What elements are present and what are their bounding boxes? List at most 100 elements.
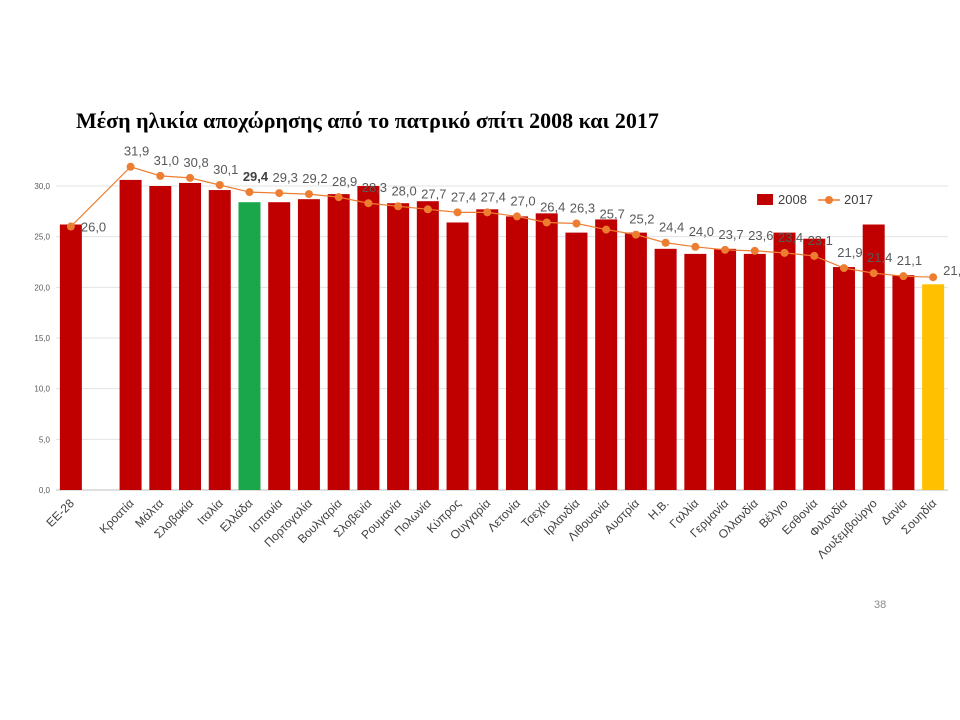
bar [654,248,677,490]
page-number: 38 [874,599,887,611]
y-tick-label: 10,0 [34,385,50,394]
data-label: 21,4 [867,250,892,265]
bar [506,216,528,490]
data-point [364,199,373,208]
bar [149,186,172,490]
data-label: 27,0 [510,193,535,208]
bar [416,201,439,490]
bar [743,253,766,490]
bar [595,219,618,490]
slide-title: Μέση ηλικία αποχώρησης από το πατρικό σπ… [76,108,659,133]
data-label: 26,3 [570,200,595,215]
data-point [572,219,581,228]
y-axis: 0,0 5,0 10,0 15,0 20,0 25,0 30,0 [34,182,50,495]
data-point [215,180,224,189]
bar [327,194,350,490]
data-point [453,208,462,217]
data-point [780,248,789,257]
bar [59,224,82,491]
points-2017 [66,162,938,282]
data-point [245,188,254,197]
data-point [394,202,403,211]
gridlines [56,185,948,491]
data-label: 27,4 [451,189,476,204]
x-tick-label: ΕΕ-28 [43,496,77,530]
bar [832,267,855,490]
data-label: 23,7 [718,227,743,242]
data-point [721,245,730,254]
data-label: 29,3 [273,170,298,185]
data-point [602,225,611,234]
data-label: 27,7 [421,186,446,201]
bar [268,202,291,491]
y-tick-label: 30,0 [34,182,50,191]
data-point [899,272,908,281]
bar [297,199,320,490]
data-point [542,218,551,227]
bar [892,275,915,490]
data-label: 26,0 [81,220,106,235]
data-label: 26,4 [540,199,565,214]
bar [714,248,737,490]
data-label: 24,0 [689,224,714,239]
data-label: 29,4 [243,169,269,184]
bars-2008 [59,179,945,491]
y-tick-label: 15,0 [34,334,50,343]
bar [387,203,410,490]
data-point [631,230,640,239]
data-label: 31,9 [124,144,149,159]
data-label: 21,1 [897,253,922,268]
data-point [513,212,521,221]
data-label: 21,9 [837,245,862,260]
bar [803,238,826,490]
data-label: 23,1 [808,233,833,248]
data-label: 27,4 [481,189,506,204]
data-point [750,246,759,255]
data-label: 29,2 [302,171,327,186]
bar [565,232,588,490]
data-point [66,222,75,231]
bar [446,222,469,491]
bar [238,202,261,491]
data-label: 25,2 [629,212,654,227]
legend-marker-2017 [825,196,833,204]
y-tick-label: 5,0 [39,435,51,444]
data-label: 23,4 [778,230,803,245]
y-tick-label: 25,0 [34,233,50,242]
data-point [661,238,670,247]
y-tick-label: 20,0 [34,283,50,292]
data-point [691,242,700,251]
data-label: 23,6 [748,228,773,243]
bar [684,253,707,490]
data-label: 24,4 [659,220,684,235]
data-label: 28,0 [391,183,416,198]
data-point [156,171,165,180]
bar [357,186,380,490]
data-point [334,193,343,202]
bar [624,232,647,490]
data-point [186,173,195,182]
legend-label-2017: 2017 [844,192,873,207]
bar [208,190,231,490]
bar [476,209,499,490]
data-point [929,273,938,282]
data-point [839,264,848,273]
data-label: 30,8 [183,155,208,170]
data-point [483,208,492,217]
bar [862,224,885,491]
data-label: 28,3 [362,180,387,195]
data-point [869,269,878,278]
data-label: 28,9 [332,174,357,189]
data-label: 21,0 [943,263,960,278]
data-point [423,205,432,214]
data-labels-2017: 26,0 31,9 31,0 30,8 30,1 29,4 29,3 29,2 28,9 28,3… [81,144,960,278]
data-point [126,162,135,171]
bar [922,284,945,490]
bar [179,182,202,490]
legend: 2008 2017 [757,192,873,207]
x-axis: ΕΕ-28 ΚροατίαΜάλταΣλοβακίαΙταλίαΕλλάδαΙσπ… [43,496,939,562]
data-label: 31,0 [154,153,179,168]
data-point [304,190,313,199]
data-point [275,189,284,198]
